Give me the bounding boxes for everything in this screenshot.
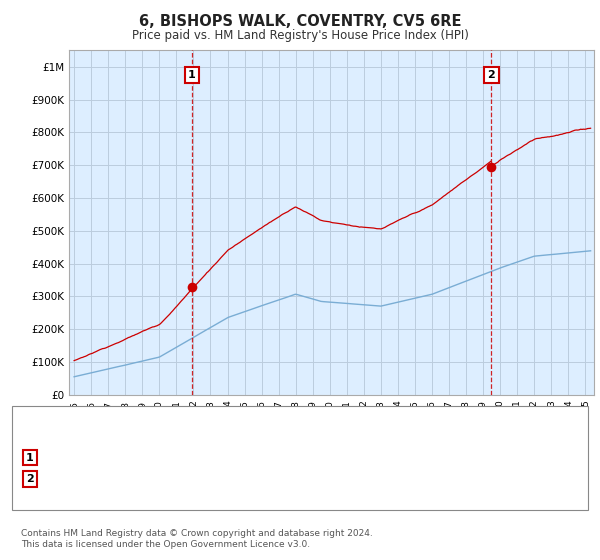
Text: 6, BISHOPS WALK, COVENTRY, CV5 6RE: 6, BISHOPS WALK, COVENTRY, CV5 6RE	[139, 14, 461, 29]
Text: 1: 1	[26, 452, 34, 463]
Text: 29-NOV-2001: 29-NOV-2001	[60, 452, 134, 463]
Text: 2: 2	[26, 474, 34, 484]
Text: 2: 2	[488, 70, 495, 80]
Text: 6, BISHOPS WALK, COVENTRY, CV5 6RE (detached house): 6, BISHOPS WALK, COVENTRY, CV5 6RE (deta…	[60, 410, 360, 421]
Text: £695,000: £695,000	[204, 474, 257, 484]
Text: 1: 1	[188, 70, 196, 80]
Text: Contains HM Land Registry data © Crown copyright and database right 2024.
This d: Contains HM Land Registry data © Crown c…	[21, 529, 373, 549]
Text: HPI: Average price, detached house, Coventry: HPI: Average price, detached house, Cove…	[60, 428, 301, 438]
Text: 98% ↑ HPI: 98% ↑ HPI	[348, 474, 407, 484]
Text: 25-JUN-2019: 25-JUN-2019	[60, 474, 131, 484]
Text: Price paid vs. HM Land Registry's House Price Index (HPI): Price paid vs. HM Land Registry's House …	[131, 29, 469, 42]
Text: 143% ↑ HPI: 143% ↑ HPI	[348, 452, 415, 463]
Text: £328,500: £328,500	[204, 452, 257, 463]
